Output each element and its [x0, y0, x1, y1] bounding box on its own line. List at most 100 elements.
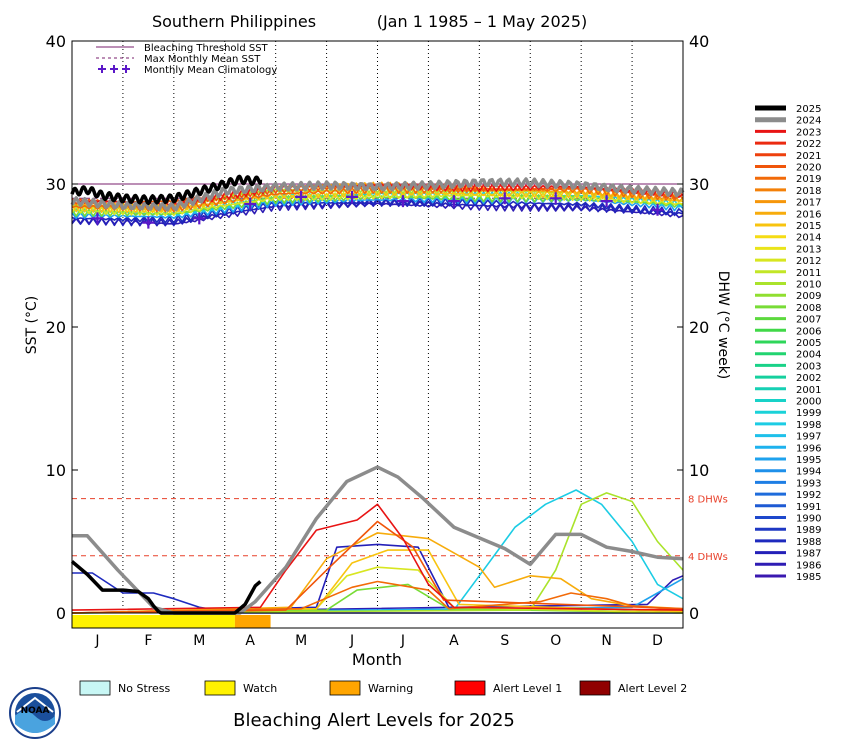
y-tick-label-left: 20 — [46, 318, 66, 337]
year-label-2018: 2018 — [796, 186, 821, 197]
year-label-1990: 1990 — [796, 514, 821, 525]
legend-swatch-climatology — [122, 65, 130, 73]
dhw-line-2023 — [71, 503, 684, 611]
y-tick-label-left: 30 — [46, 175, 66, 194]
year-label-2025: 2025 — [796, 104, 821, 115]
climatology-marker — [396, 195, 409, 208]
y-tick-label-right: 10 — [689, 461, 709, 480]
year-label-2008: 2008 — [796, 303, 821, 314]
climatology-markers — [91, 190, 664, 229]
year-label-1985: 1985 — [796, 572, 821, 583]
y-axis-label-left: SST (°C) — [24, 296, 40, 354]
year-label-2005: 2005 — [796, 338, 821, 349]
legend-swatch-climatology — [98, 65, 106, 73]
legend-label: Bleaching Threshold SST — [144, 43, 269, 54]
year-label-1999: 1999 — [796, 408, 821, 419]
year-label-2000: 2000 — [796, 397, 821, 408]
legend-label: Max Monthly Mean SST — [144, 54, 261, 65]
year-label-1998: 1998 — [796, 420, 821, 431]
legend-label: Monthly Mean Climatology — [144, 65, 277, 76]
year-label-2003: 2003 — [796, 361, 821, 372]
alert-segment-watch — [72, 615, 235, 628]
dhw-line-1998 — [71, 489, 684, 614]
alert-swatch — [79, 680, 111, 696]
y-tick-label-right: 30 — [689, 175, 709, 194]
year-label-1986: 1986 — [796, 560, 821, 571]
alert-label: Alert Level 1 — [493, 682, 562, 695]
x-tick-label: D — [652, 633, 663, 649]
year-label-2009: 2009 — [796, 291, 821, 302]
year-label-2007: 2007 — [796, 315, 821, 326]
climatology-marker — [91, 212, 104, 225]
year-label-2024: 2024 — [796, 116, 821, 127]
year-label-2010: 2010 — [796, 280, 821, 291]
sst-series — [70, 174, 685, 227]
x-tick-label: M — [295, 633, 307, 649]
dhw-threshold-label: 8 DHWs — [688, 495, 728, 506]
y-axis-label-right: DHW (°C week) — [715, 271, 731, 380]
alert-bar — [72, 615, 271, 628]
x-tick-label: M — [193, 633, 205, 649]
y-tick-label-left: 10 — [46, 461, 66, 480]
chart-date-range: (Jan 1 1985 – 1 May 2025) — [377, 12, 588, 31]
x-tick-label: J — [349, 633, 354, 649]
sst-line-2024 — [70, 177, 685, 212]
y-tick-label-left: 40 — [46, 32, 66, 51]
dhw-line-1987 — [71, 543, 684, 614]
alert-level-legend: No Stress Watch Warning Alert Level 1 Alert … — [79, 680, 687, 696]
year-label-1996: 1996 — [796, 443, 821, 454]
plot-frame — [71, 40, 684, 629]
dhw-line-2015 — [71, 549, 684, 614]
dhw-line-2020 — [71, 520, 684, 614]
dhw-line-2016 — [71, 532, 684, 614]
x-tick-label: A — [245, 633, 255, 649]
climatology-marker — [498, 192, 511, 205]
year-label-2012: 2012 — [796, 256, 821, 267]
alert-segment-warning — [234, 615, 271, 628]
climatology-marker — [651, 203, 664, 216]
dhw-series — [70, 465, 684, 615]
year-label-2016: 2016 — [796, 209, 821, 220]
x-tick-label: S — [500, 633, 509, 649]
climatology-marker — [295, 190, 308, 203]
y-tick-label-right: 20 — [689, 318, 709, 337]
year-label-2020: 2020 — [796, 163, 821, 174]
chart-title: Southern Philippines — [152, 12, 316, 31]
year-label-2013: 2013 — [796, 244, 821, 255]
x-tick-label: N — [601, 633, 611, 649]
dhw-threshold-label: 4 DHWs — [688, 552, 728, 563]
climatology-marker — [244, 198, 257, 211]
alert-swatch — [454, 680, 486, 696]
year-label-1993: 1993 — [796, 478, 821, 489]
y-tick-label-right: 0 — [689, 604, 699, 623]
alert-swatch — [329, 680, 361, 696]
year-label-1997: 1997 — [796, 432, 821, 443]
year-label-1992: 1992 — [796, 490, 821, 501]
alert-label: Alert Level 2 — [618, 682, 687, 695]
year-label-2001: 2001 — [796, 385, 821, 396]
dhw-line-2025 — [70, 560, 262, 615]
x-tick-label: J — [94, 633, 99, 649]
y-axis-ticks: 0 0 10 10 20 20 30 30 40 40 — [46, 32, 710, 623]
climatology-marker — [600, 195, 613, 208]
legend-swatch-climatology — [110, 65, 118, 73]
noaa-logo-text: NOAA — [21, 706, 50, 716]
sst-line-2025 — [70, 174, 263, 206]
threshold-lines: 8 DHWs 4 DHWs — [72, 183, 728, 563]
alert-swatch — [579, 680, 611, 696]
alert-label: No Stress — [118, 682, 171, 695]
x-axis-label: Month — [352, 650, 402, 669]
climatology-marker — [447, 195, 460, 208]
year-label-2004: 2004 — [796, 350, 821, 361]
year-label-1994: 1994 — [796, 467, 821, 478]
y-tick-label-right: 40 — [689, 32, 709, 51]
year-label-2002: 2002 — [796, 373, 821, 384]
climatology-marker — [549, 192, 562, 205]
year-label-2011: 2011 — [796, 268, 821, 279]
year-label-2006: 2006 — [796, 326, 821, 337]
climatology-marker — [346, 190, 359, 203]
year-label-1991: 1991 — [796, 502, 821, 513]
x-tick-label: A — [449, 633, 459, 649]
